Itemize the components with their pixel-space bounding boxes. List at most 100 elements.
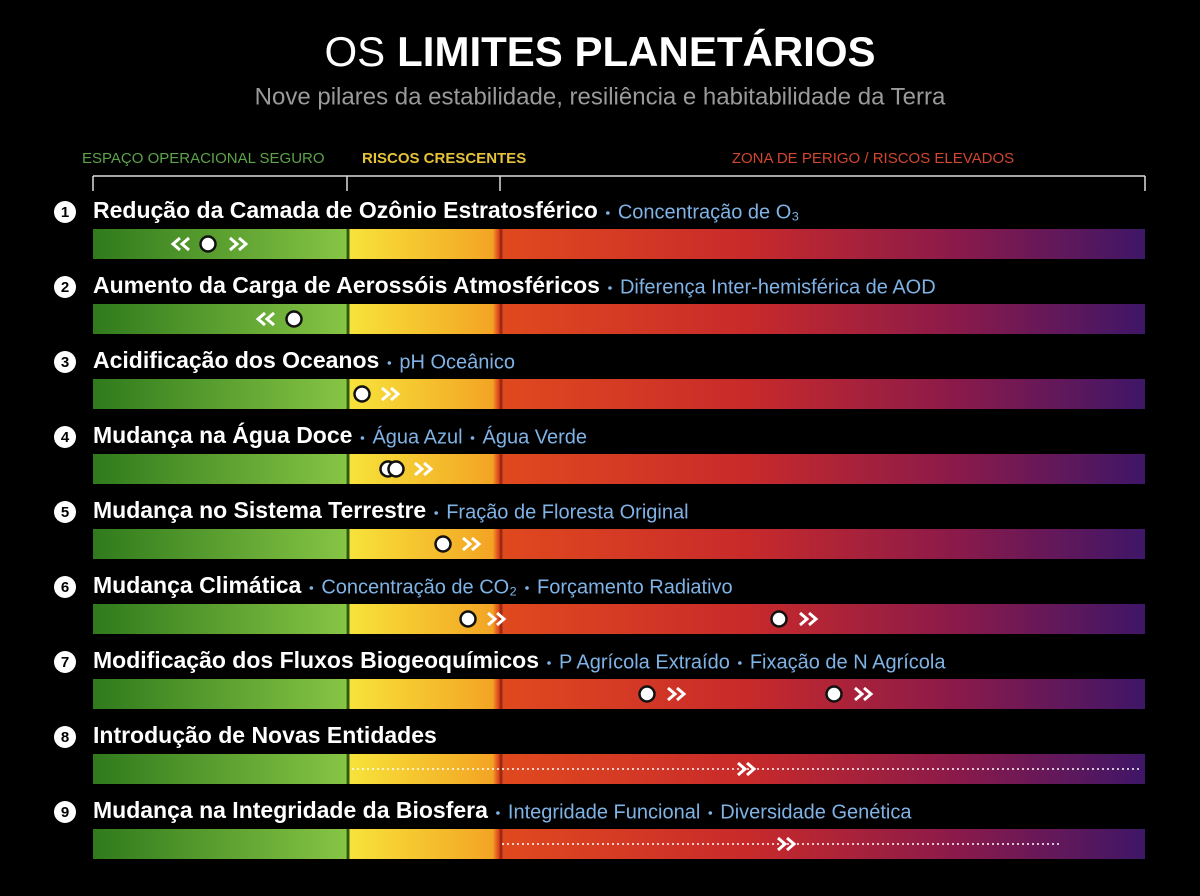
separator-dot <box>606 211 610 215</box>
boundary-bar <box>93 604 1145 634</box>
boundary-number: 1 <box>61 204 69 221</box>
chevron <box>786 836 797 852</box>
number-badge <box>54 651 76 673</box>
status-marker <box>387 460 405 478</box>
zone-label: ESPAÇO OPERACIONAL SEGURO <box>82 150 325 167</box>
boundary-bar <box>93 529 1145 559</box>
chevron <box>854 686 865 702</box>
indicator: Integridade Funcional <box>508 801 700 823</box>
indicator: Concentração de CO₂ <box>321 576 517 598</box>
indicator: Diversidade Genética <box>720 801 912 823</box>
zone-label: RISCOS CRESCENTES <box>362 150 526 167</box>
boundary-title: Introdução de Novas Entidades <box>93 722 437 748</box>
subtitle: Nove pilares da estabilidade, resiliênci… <box>255 83 946 110</box>
chevron <box>746 761 757 777</box>
indicator: P Agrícola Extraído <box>559 651 730 673</box>
number-badge <box>54 276 76 298</box>
number-badge <box>54 801 76 823</box>
chevron <box>487 611 498 627</box>
boundary-title: Aumento da Carga de Aerossóis Atmosféric… <box>93 272 600 298</box>
boundary-number: 4 <box>61 429 70 446</box>
indicator: Diferença Inter-hemisférica de AOD <box>620 276 936 298</box>
separator-dot <box>470 436 475 440</box>
chevron <box>414 461 425 477</box>
separator-dot <box>434 511 438 515</box>
boundary-bar <box>93 229 1145 259</box>
boundary-row: 7 Modificação dos Fluxos Biogeoquímicos P … <box>54 647 1145 709</box>
chevron <box>808 611 819 627</box>
chevron <box>462 536 473 552</box>
indicator: Água Verde <box>483 425 588 448</box>
boundary-number: 2 <box>61 279 69 296</box>
boundary-title: Mudança na Integridade da Biosfera <box>93 797 488 823</box>
chevron <box>737 761 748 777</box>
chevron <box>264 311 275 327</box>
boundary-title: Modificação dos Fluxos Biogeoquímicos <box>93 647 539 673</box>
chevron <box>496 611 507 627</box>
boundary-bar <box>93 304 1145 334</box>
status-marker <box>285 310 303 328</box>
boundary-number: 3 <box>61 354 69 371</box>
chevron <box>229 236 240 252</box>
boundary-title: Acidificação dos Oceanos <box>93 347 379 373</box>
indicator: Forçamento Radiativo <box>537 576 733 598</box>
boundary-number: 5 <box>61 504 69 521</box>
indicator: Água Azul <box>372 425 462 448</box>
indicator: pH Oceânico <box>399 351 515 373</box>
zone-label: ZONA DE PERIGO / RISCOS ELEVADOS <box>732 150 1014 167</box>
separator-dot <box>496 811 500 815</box>
boundary-title: Mudança na Água Doce <box>93 421 352 448</box>
title-bold: LIMITES PLANETÁRIOS <box>397 28 875 75</box>
separator-dot <box>360 436 365 440</box>
separator-dot <box>387 361 392 365</box>
separator-dot <box>608 286 612 290</box>
separator-dot <box>309 586 314 590</box>
boundary-row: 9 Mudança na Integridade da Biosfera Integ… <box>54 797 1145 859</box>
boundary-bar <box>93 679 1145 709</box>
number-badge <box>54 501 76 523</box>
chevron <box>255 311 266 327</box>
boundary-number: 9 <box>61 804 69 821</box>
status-marker <box>459 610 477 628</box>
status-marker <box>199 235 217 253</box>
chevron <box>471 536 482 552</box>
chevron <box>238 236 249 252</box>
boundary-title: Redução da Camada de Ozônio Estratosféri… <box>93 197 598 223</box>
boundary-row: 4 Mudança na Água Doce Água Azul Água Verde <box>54 421 1145 484</box>
chevron <box>667 686 678 702</box>
separator-dot <box>525 586 529 590</box>
number-badge <box>54 201 76 223</box>
status-marker <box>770 610 788 628</box>
indicator: Fração de Floresta Original <box>446 501 688 523</box>
chevron <box>676 686 687 702</box>
boundary-row: 5 Mudança no Sistema Terrestre Fração de F… <box>54 497 1145 559</box>
boundary-number: 7 <box>61 654 69 671</box>
boundary-number: 8 <box>61 729 69 746</box>
separator-dot <box>708 811 713 815</box>
boundary-bar <box>93 379 1145 409</box>
status-marker <box>353 385 371 403</box>
indicator: Fixação de N Agrícola <box>750 651 947 673</box>
chevron <box>777 836 788 852</box>
chevron <box>381 386 392 402</box>
number-badge <box>54 426 76 448</box>
chevron <box>423 461 434 477</box>
boundary-number: 6 <box>61 579 69 596</box>
status-marker <box>825 685 843 703</box>
status-marker <box>434 535 452 553</box>
separator-dot <box>547 661 551 665</box>
separator-dot <box>738 661 742 665</box>
zone-bracket <box>92 175 1146 191</box>
indicator: Concentração de O₃ <box>618 201 800 223</box>
boundary-row: 1 Redução da Camada de Ozônio Estratosfér… <box>54 197 1145 259</box>
number-badge <box>54 576 76 598</box>
boundary-row: 2 Aumento da Carga de Aerossóis Atmosféri… <box>54 272 1145 334</box>
chevron <box>390 386 401 402</box>
boundary-row: 6 Mudança Climática Concentração de CO₂ For… <box>54 572 1145 634</box>
status-marker <box>638 685 656 703</box>
boundary-bar <box>93 454 1145 484</box>
chevron <box>179 236 190 252</box>
